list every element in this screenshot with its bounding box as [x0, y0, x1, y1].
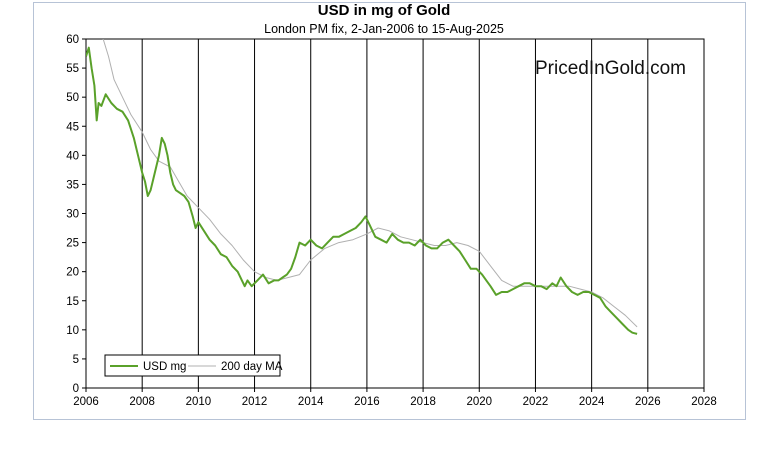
grid-lines	[141, 39, 649, 388]
x-tick-label-2024: 2024	[579, 396, 605, 408]
y-tick-label-40: 40	[66, 150, 79, 162]
x-tick-label-2018: 2018	[410, 396, 436, 408]
legend: USD mg 200 day MA	[104, 354, 283, 377]
y-tick-label-15: 15	[66, 296, 79, 308]
x-tick-label-2026: 2026	[635, 396, 661, 408]
y-tick-label-25: 25	[66, 238, 79, 250]
chart-subtitle: London PM fix, 2-Jan-2006 to 15-Aug-2025	[264, 22, 504, 36]
series-line-usd-mg	[86, 46, 638, 335]
x-tick-label-2022: 2022	[523, 396, 549, 408]
legend-label-200-day-ma: 200 day MA	[221, 361, 283, 373]
x-tick-label-2010: 2010	[186, 396, 212, 408]
y-tick-label-35: 35	[66, 179, 79, 191]
legend-label-usd-mg: USD mg	[143, 361, 186, 373]
y-tick-label-50: 50	[66, 92, 79, 104]
y-tick-label-55: 55	[66, 63, 79, 75]
x-tick-label-2008: 2008	[129, 396, 155, 408]
y-axis: 0 5 10 15 20 25 30 35 40 45 50 55 60	[66, 34, 86, 395]
plot-area	[85, 38, 705, 389]
series-line-200-day-ma	[102, 39, 638, 328]
watermark: PricedInGold.com	[535, 58, 686, 79]
x-tick-label-2016: 2016	[354, 396, 380, 408]
series-lines	[86, 39, 638, 335]
y-tick-label-45: 45	[66, 121, 79, 133]
x-tick-label-2020: 2020	[466, 396, 492, 408]
chart-title: USD in mg of Gold	[317, 2, 451, 19]
x-tick-label-2012: 2012	[242, 396, 268, 408]
x-tick-label-2006: 2006	[73, 396, 99, 408]
y-tick-label-5: 5	[73, 354, 79, 366]
y-tick-label-30: 30	[66, 209, 79, 221]
y-tick-label-0: 0	[73, 383, 79, 395]
x-axis: 2006 2008 2010 2012 2014 2016 2018 2020 2022 2024…	[73, 388, 717, 408]
x-tick-label-2014: 2014	[298, 396, 324, 408]
x-tick-label-2028: 2028	[691, 396, 717, 408]
y-tick-label-10: 10	[66, 325, 79, 337]
y-tick-label-60: 60	[66, 34, 79, 46]
y-tick-label-20: 20	[66, 267, 79, 279]
